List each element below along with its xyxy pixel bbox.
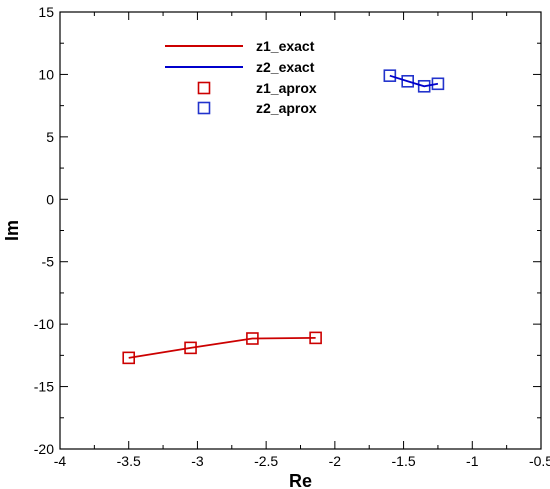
x-tick-label: -2 (329, 453, 342, 469)
series-layer (122, 69, 445, 365)
marker-z2_aprox (417, 79, 431, 93)
legend-label-z2_exact: z2_exact (256, 59, 315, 75)
y-tick-label: 0 (46, 191, 54, 207)
legend-swatch-z1_aprox (197, 81, 211, 95)
legend: z1_exact z2_exact z1_aprox z2_aprox (165, 38, 317, 116)
plot-border (59, 11, 542, 450)
y-tick-label: -10 (34, 316, 54, 332)
marker-z2_aprox (431, 77, 445, 91)
y-tick-label: -20 (34, 441, 54, 457)
marker-z2_aprox (401, 74, 414, 88)
legend-swatch-z2_aprox (197, 101, 211, 115)
legend-label-z1_aprox: z1_aprox (256, 80, 317, 96)
y-tick-label: -15 (34, 379, 54, 395)
legend-label-z1_exact: z1_exact (256, 38, 315, 54)
x-tick-label: -4 (54, 453, 67, 469)
line-z1_exact (128, 336, 316, 359)
x-tick-label: -1 (466, 453, 479, 469)
marker-z2_aprox (383, 69, 397, 82)
x-tick-label: -2.5 (254, 453, 278, 469)
x-axis-label: Re (289, 471, 312, 489)
y-tick-label: 15 (38, 4, 54, 20)
plot-frame (59, 11, 542, 450)
y-tick-label: 5 (46, 129, 54, 145)
x-tick-label: -3 (191, 453, 204, 469)
x-tick-label: -3.5 (117, 453, 141, 469)
y-tick-label: 10 (38, 66, 54, 82)
x-tick-label: -1.5 (392, 453, 416, 469)
y-tick-label: -5 (42, 254, 55, 270)
y-axis-ticks: -20 -15 -10 -5 0 5 10 15 (34, 4, 541, 457)
legend-label-z2_aprox: z2_aprox (256, 100, 317, 116)
x-axis-ticks: -4 -3.5 -3 -2.5 -2 -1.5 -1 -0.5 (54, 12, 550, 469)
x-tick-label: -0.5 (529, 453, 550, 469)
line-z2_exact (389, 74, 439, 88)
y-axis-label: Im (2, 220, 22, 241)
